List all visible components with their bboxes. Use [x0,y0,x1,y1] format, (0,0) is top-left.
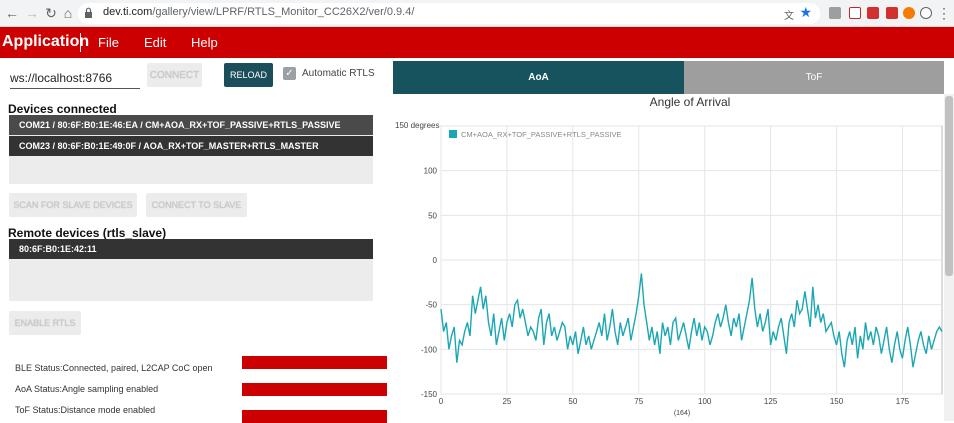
aoa-status-label: AoA Status:Angle sampling enabled [15,384,159,394]
device-item-com23[interactable]: COM23 / 80:6F:B0:1E:49:0F / AOA_RX+TOF_M… [9,136,373,156]
y-tick-label: -100 [421,345,438,354]
extension-pdf-icon[interactable] [829,7,841,19]
tab-tof[interactable]: ToF [684,61,944,94]
remote-devices-title: Remote devices (rtls_slave) [8,226,167,240]
x-tick-label: 175 [896,397,910,406]
series-line [440,273,943,368]
angle-of-arrival-chart: -150 -100 -50 0 50 100 0 25 50 75 100 125 150 175 15… [395,121,943,417]
websocket-url-input[interactable] [10,67,140,89]
menu-file[interactable]: File [98,35,119,50]
connect-to-slave-button[interactable]: CONNECT TO SLAVE [146,193,247,217]
back-icon[interactable]: ← [5,5,19,21]
tof-status-label: ToF Status:Distance mode enabled [15,405,156,415]
x-tick-label: 25 [502,397,511,406]
address-bar[interactable]: dev.ti.com/gallery/view/LPRF/RTLS_Monito… [78,3,820,24]
menu-edit[interactable]: Edit [144,35,167,50]
account-icon[interactable] [920,7,932,19]
device-item-com21[interactable]: COM21 / 80:6F:B0:1E:46:EA / CM+AOA_RX+TO… [9,115,373,135]
devices-list: COM21 / 80:6F:B0:1E:46:EA / CM+AOA_RX+TO… [9,115,373,184]
x-tick-label: 0 [439,397,444,406]
x-tick-label: 50 [568,397,577,406]
y-tick-label: -50 [425,301,437,310]
browser-toolbar: ← → ↻ ⌂ dev.ti.com/gallery/view/LPRF/RTL… [0,0,954,27]
legend-label: CM+AOA_RX+TOF_PASSIVE+RTLS_PASSIVE [461,130,622,139]
y-tick-label: 0 [433,256,438,265]
x-tick-label: 125 [764,397,778,406]
remote-device-item[interactable]: 80:6F:B0:1E:42:11 [9,239,373,259]
connect-button[interactable]: CONNECT [147,63,202,87]
extension-plus-icon[interactable] [867,7,879,19]
app-title: Application [2,33,90,50]
extension-fire-icon[interactable] [903,7,915,19]
ble-status-indicator [242,356,387,369]
forward-icon[interactable]: → [25,5,39,21]
x-tick-label: 75 [634,397,643,406]
translate-icon[interactable]: 文 [784,11,794,22]
reload-icon[interactable]: ↻ [45,5,57,21]
x-tick-label: 100 [698,397,712,406]
x-tick-label: 150 [830,397,844,406]
url-text: dev.ti.com/gallery/view/LPRF/RTLS_Monito… [103,6,415,18]
enable-rtls-button[interactable]: ENABLE RTLS [9,311,81,335]
scrollbar-thumb[interactable] [945,96,953,276]
x-axis-label: (164) [674,410,690,417]
remote-devices-list: 80:6F:B0:1E:42:11 [9,239,373,301]
ble-status-label: BLE Status:Connected, paired, L2CAP CoC … [15,363,213,373]
home-icon[interactable]: ⌂ [63,5,73,21]
automatic-rtls-label: Automatic RTLS [302,68,375,79]
chart-title: Angle of Arrival [649,95,731,109]
y-tick-label: 100 [424,167,438,176]
chart-legend: CM+AOA_RX+TOF_PASSIVE+RTLS_PASSIVE [449,130,622,139]
menu-help[interactable]: Help [191,35,218,50]
y-tick-label: 50 [428,211,437,220]
aoa-status-indicator [242,383,387,396]
extension-shield-icon[interactable] [849,7,861,19]
lock-icon [85,7,92,18]
automatic-rtls-checkbox[interactable]: ✓ [283,67,296,80]
tab-aoa[interactable]: AoA [393,61,684,94]
tof-status-indicator [242,410,387,423]
bookmark-star-icon[interactable]: ★ [799,4,812,20]
y-tick-label: -150 [421,390,438,399]
devices-connected-title: Devices connected [8,102,117,116]
more-menu-icon[interactable]: ⋮ [937,5,951,21]
y-unit-label: 150 degrees [395,121,439,130]
scan-slave-devices-button[interactable]: SCAN FOR SLAVE DEVICES [9,193,137,217]
legend-swatch [449,130,457,138]
app-bar: Application File Edit Help [0,27,954,58]
reload-button[interactable]: RELOAD [224,63,273,87]
extension-red-icon[interactable] [886,7,898,19]
app-title-divider [80,33,81,52]
